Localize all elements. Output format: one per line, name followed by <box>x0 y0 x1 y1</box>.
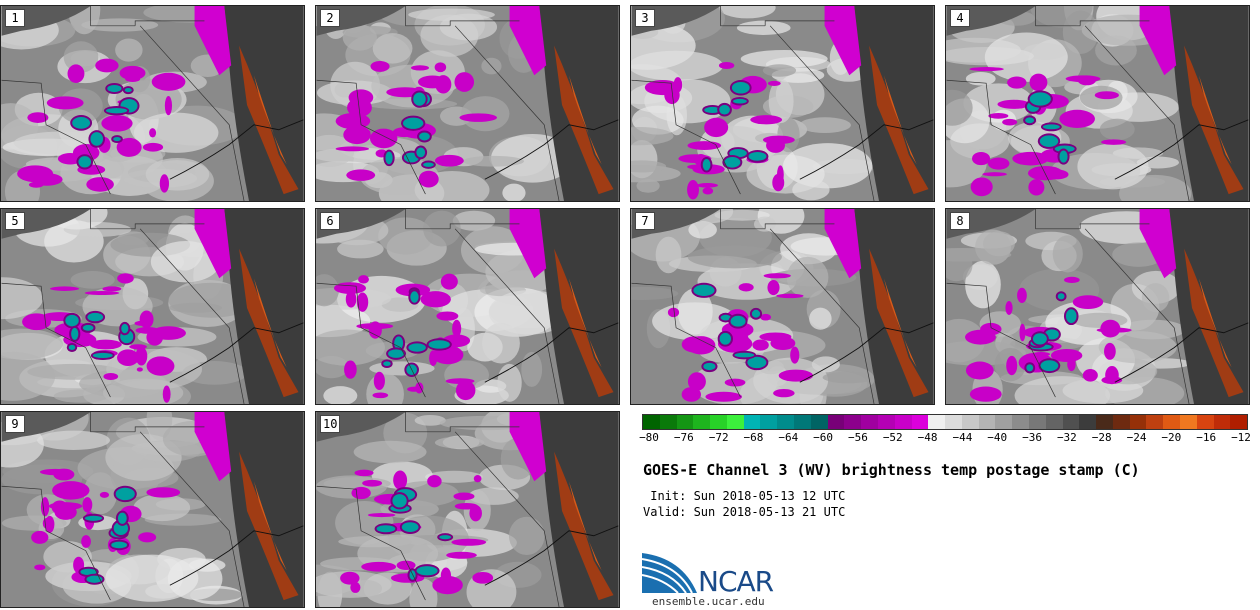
colorbar-tick-label: −44 <box>952 431 973 444</box>
panel-number: 9 <box>5 415 25 433</box>
colorbar-swatch <box>693 415 711 429</box>
colorbar-swatch <box>1096 415 1113 429</box>
colorbar-tick-label: −52 <box>882 431 903 444</box>
colorbar-swatch <box>1079 415 1097 429</box>
colorbar-swatch <box>1163 415 1180 429</box>
colorbar-tick-label: −16 <box>1196 431 1217 444</box>
colorbar-swatch <box>1045 415 1063 429</box>
colorbar-swatch <box>710 415 727 429</box>
colorbar-tick-label: −32 <box>1056 431 1077 444</box>
init-time: Init: Sun 2018-05-13 12 UTC <box>643 489 846 503</box>
colorbar-swatch <box>861 415 878 429</box>
colorbar-tick-label: −60 <box>813 431 834 444</box>
panel-number: 6 <box>320 212 340 230</box>
colorbar-swatch <box>1230 415 1248 429</box>
colorbar-tick-label: −40 <box>987 431 1008 444</box>
colorbar-swatch <box>643 415 660 429</box>
colorbar-swatch <box>877 415 895 429</box>
colorbar-swatch <box>1213 415 1231 429</box>
colorbar-tick-label: −24 <box>1126 431 1147 444</box>
colorbar-tick-label: −48 <box>917 431 938 444</box>
colorbar-swatch <box>911 415 929 429</box>
postage-stamp-panel: 10 <box>315 411 620 608</box>
colorbar-swatch <box>995 415 1013 429</box>
panel-number: 2 <box>320 9 340 27</box>
colorbar-swatch <box>1012 415 1029 429</box>
panel-number: 3 <box>635 9 655 27</box>
colorbar-swatch <box>1129 415 1147 429</box>
panel-number: 1 <box>5 9 25 27</box>
colorbar-swatch <box>1028 415 1046 429</box>
postage-stamp-panel: 6 <box>315 208 620 405</box>
postage-stamp-panel: 7 <box>630 208 935 405</box>
colorbar-swatch <box>844 415 862 429</box>
colorbar-tick-label: −76 <box>673 431 694 444</box>
colorbar-ticks: −80 −76 −72 −68 −64 −60 −56 −52 −48 −44 −40 −36 −32 −… <box>639 431 1251 447</box>
colorbar-swatch <box>659 415 677 429</box>
panel-number: 7 <box>635 212 655 230</box>
colorbar-tick-label: −68 <box>743 431 764 444</box>
colorbar-swatch <box>1180 415 1197 429</box>
valid-time: Valid: Sun 2018-05-13 21 UTC <box>643 505 846 519</box>
colorbar-swatch <box>1062 415 1080 429</box>
postage-stamp-panel: 5 <box>0 208 305 405</box>
colorbar-swatch <box>1112 415 1130 429</box>
panel-number: 10 <box>320 415 341 433</box>
colorbar-tick-label: −12 <box>1231 431 1251 444</box>
colorbar-swatch <box>777 415 795 429</box>
colorbar-swatch <box>810 415 828 429</box>
panel-number: 5 <box>5 212 25 230</box>
colorbar-swatch <box>760 415 778 429</box>
postage-stamp-panel: 2 <box>315 5 620 202</box>
colorbar-tick-label: −72 <box>708 431 729 444</box>
colorbar-swatch <box>978 415 996 429</box>
chart-title: GOES-E Channel 3 (WV) brightness temp po… <box>643 461 1140 479</box>
colorbar-tick-label: −64 <box>778 431 799 444</box>
colorbar-tick-label: −56 <box>848 431 868 444</box>
colorbar-swatch <box>961 415 979 429</box>
ncar-logo-icon <box>642 553 697 594</box>
colorbar-swatch <box>827 415 845 429</box>
postage-stamp-panel: 8 <box>945 208 1250 405</box>
colorbar-tick-label: −20 <box>1161 431 1182 444</box>
colorbar-swatch <box>1196 415 1214 429</box>
postage-stamp-panel: 1 <box>0 5 305 202</box>
colorbar-tick-label: −36 <box>1022 431 1042 444</box>
ncar-logo-text: NCAR <box>698 565 774 598</box>
postage-stamp-panel: 4 <box>945 5 1250 202</box>
colorbar <box>642 414 1248 430</box>
colorbar-swatch <box>894 415 912 429</box>
colorbar-swatch <box>726 415 744 429</box>
panel-number: 8 <box>950 212 970 230</box>
colorbar-swatch <box>945 415 962 429</box>
colorbar-tick-label: −28 <box>1091 431 1112 444</box>
site-url: ensemble.ucar.edu <box>652 595 765 608</box>
colorbar-swatch <box>676 415 694 429</box>
postage-stamp-panel: 3 <box>630 5 935 202</box>
colorbar-swatch <box>928 415 946 429</box>
postage-stamp-panel: 9 <box>0 411 305 608</box>
panel-number: 4 <box>950 9 970 27</box>
colorbar-swatch <box>1146 415 1164 429</box>
colorbar-tick-label: −80 <box>639 431 659 444</box>
colorbar-swatch <box>743 415 761 429</box>
colorbar-swatch <box>794 415 811 429</box>
